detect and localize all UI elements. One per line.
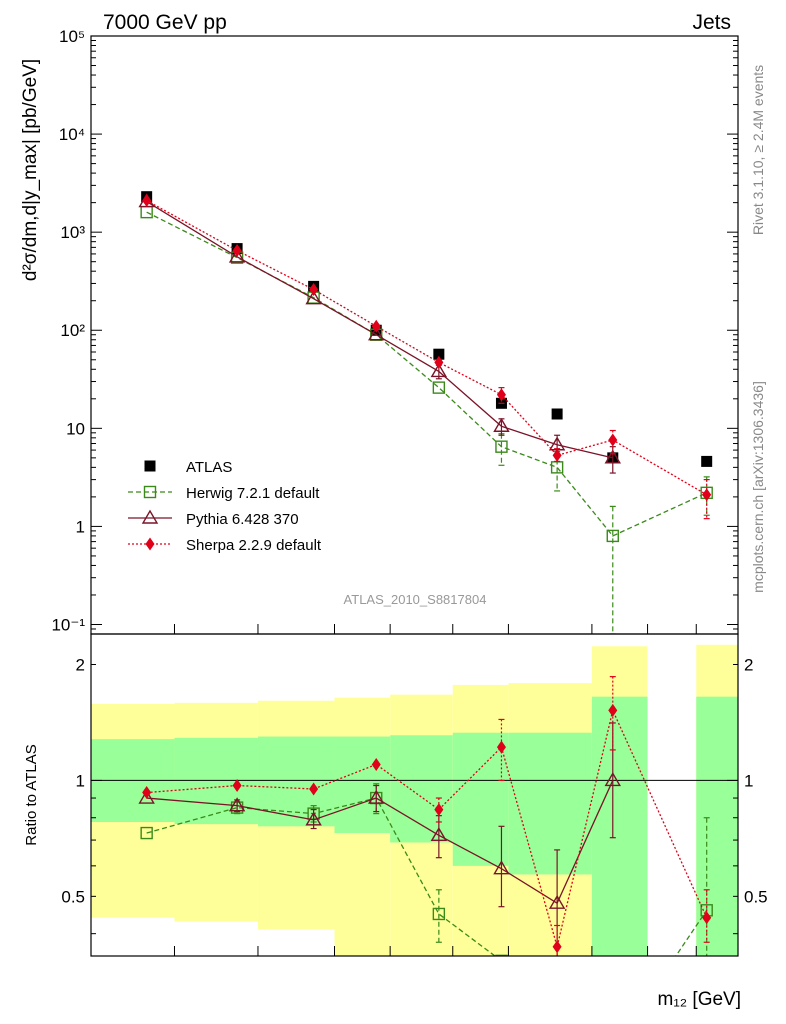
herwig-point <box>432 907 446 921</box>
pythia-point <box>368 326 385 341</box>
legend-label-herwig: Herwig 7.2.1 default <box>186 485 320 502</box>
legend-marker-pythia <box>141 509 159 524</box>
legend-marker-herwig <box>143 485 157 499</box>
sherpa-line <box>146 708 708 947</box>
sherpa-point <box>496 388 506 402</box>
pythia-point <box>368 789 385 804</box>
header-left: 7000 GeV pp <box>103 11 227 34</box>
pythia-point <box>548 894 566 909</box>
y-tick-label: 1 <box>76 771 85 790</box>
legend-label-pythia: Pythia 6.428 370 <box>186 511 299 528</box>
y-tick-label: 10³ <box>60 223 85 242</box>
herwig-point <box>432 381 446 394</box>
y-axis-label-ratio: Ratio to ATLAS <box>23 744 40 845</box>
pythia-point <box>228 797 246 812</box>
sherpa-point <box>608 433 618 447</box>
herwig-point <box>495 954 508 956</box>
sherpa-point <box>702 488 712 502</box>
band-inner <box>334 736 391 834</box>
mcplots-label: mcplots.cern.ch [arXiv:1306.3436] <box>750 381 766 593</box>
axes: 10⁻¹ 1 10 10² 10³ 10⁴ 10⁵ 0.5 0.5 1 1 2 2 <box>51 27 768 957</box>
pythia-point <box>305 811 322 826</box>
sherpa-point <box>608 703 618 717</box>
rivet-label: Rivet 3.1.10, ≥ 2.4M events <box>750 65 766 235</box>
pythia-point <box>604 449 621 464</box>
y-tick-label: 2 <box>744 655 753 674</box>
band-inner <box>390 735 453 843</box>
y-tick-label: 0.5 <box>61 887 85 906</box>
pythia-point <box>430 826 448 842</box>
sherpa-line <box>146 199 708 496</box>
band-inner <box>591 696 648 956</box>
pythia-point <box>493 417 510 432</box>
pythia-point <box>430 363 448 378</box>
atlas-point <box>701 455 713 467</box>
sherpa-point <box>371 319 381 333</box>
sherpa-point <box>434 355 444 369</box>
sherpa-point <box>552 448 562 462</box>
herwig-point <box>495 440 508 453</box>
atlas-point <box>433 348 445 360</box>
main-panel-marks <box>138 191 713 634</box>
legend-marker-atlas <box>144 460 156 472</box>
band-inner <box>174 737 258 825</box>
y-tick-label: 1 <box>76 517 85 536</box>
y-tick-label: 2 <box>76 655 85 674</box>
sherpa-point <box>309 283 319 297</box>
sherpa-point <box>371 757 381 771</box>
y-tick-label: 10⁵ <box>59 27 85 46</box>
pythia-line <box>146 780 614 905</box>
header-right: Jets <box>692 11 731 34</box>
sherpa-point <box>232 244 242 258</box>
y-axis-label-main: d²σ/dm,d|y_max| [pb/GeV] <box>20 59 41 281</box>
pythia-point <box>138 789 155 804</box>
legend-label-sherpa: Sherpa 2.2.9 default <box>186 537 322 554</box>
herwig-point <box>606 529 619 543</box>
band-inner <box>696 696 738 956</box>
y-tick-label: 1 <box>744 771 753 790</box>
atlas-point <box>551 408 563 420</box>
pythia-line <box>146 201 613 459</box>
legend: ATLAS Herwig 7.2.1 default Pythia 6.428 37… <box>128 459 322 554</box>
ratio-uncertainty-bands <box>91 644 738 956</box>
herwig-point <box>552 1000 563 1011</box>
sherpa-point <box>552 940 562 954</box>
sherpa-point <box>434 803 444 817</box>
sherpa-point <box>142 786 152 800</box>
y-tick-label: 10 <box>66 419 85 438</box>
herwig-point <box>140 826 153 840</box>
pythia-point <box>493 860 510 875</box>
analysis-id: ATLAS_2010_S8817804 <box>344 592 487 607</box>
x-axis-label: m₁₂ [GeV] <box>658 989 741 1010</box>
sherpa-point <box>702 911 712 925</box>
sherpa-point <box>142 194 152 208</box>
pythia-point <box>228 248 246 263</box>
legend-label-atlas: ATLAS <box>186 459 232 476</box>
band-inner <box>508 732 592 875</box>
sherpa-point <box>232 779 242 793</box>
band-inner <box>452 732 509 866</box>
sherpa-point <box>309 782 319 796</box>
y-tick-label: 10⁻¹ <box>51 615 85 634</box>
y-tick-label: 10⁴ <box>59 125 85 144</box>
ratio-frame <box>90 633 739 957</box>
y-tick-label: 0.5 <box>744 887 768 906</box>
y-tick-label: 10² <box>60 321 85 340</box>
sherpa-point <box>496 740 506 754</box>
legend-marker-sherpa <box>145 537 155 551</box>
ratio-panel-marks <box>91 676 738 1011</box>
pythia-point <box>305 290 322 305</box>
pythia-point <box>604 772 621 787</box>
